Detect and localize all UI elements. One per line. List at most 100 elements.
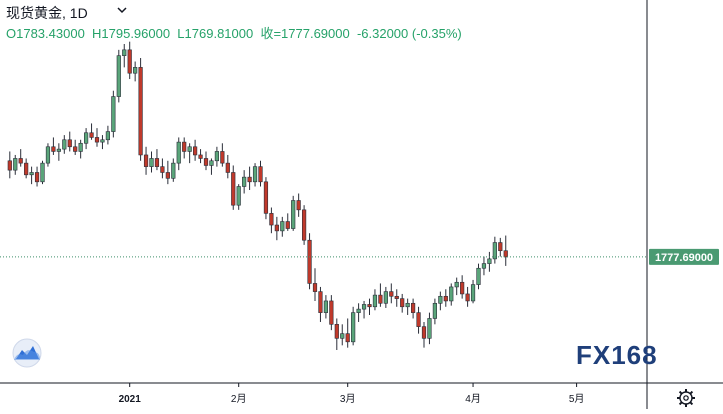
candle-body — [438, 295, 443, 304]
candle — [187, 143, 192, 164]
ohlc-readout: O1783.43000 H1795.96000 L1769.81000 收=17… — [6, 26, 462, 41]
candle-body — [214, 151, 220, 162]
candle-body — [498, 242, 503, 252]
candle-body — [165, 172, 170, 179]
candle-body — [105, 131, 110, 141]
candle-body — [269, 213, 274, 226]
candle — [394, 289, 399, 307]
candle-body — [280, 221, 285, 232]
candle-body — [242, 176, 247, 187]
candle — [94, 128, 100, 147]
candle — [470, 279, 476, 304]
candle-body — [100, 139, 105, 143]
fx168-logo: FX168 — [576, 340, 658, 370]
candle — [133, 61, 138, 82]
candle-body — [73, 146, 78, 152]
candle-body — [470, 284, 476, 302]
svg-text:FX168: FX168 — [576, 340, 658, 370]
candle-body — [356, 308, 361, 313]
candle — [122, 44, 127, 68]
candle — [318, 286, 323, 322]
candle-body — [67, 139, 72, 148]
candle — [269, 207, 274, 234]
candle-body — [111, 96, 116, 132]
gear-icon[interactable] — [677, 389, 695, 407]
candle — [334, 318, 339, 350]
candle — [460, 275, 465, 299]
candle-body — [285, 221, 290, 229]
cloud-chart-icon[interactable] — [12, 338, 42, 368]
candle-body — [160, 166, 165, 173]
candle — [56, 143, 61, 161]
candle — [34, 166, 40, 187]
candle — [443, 289, 448, 307]
candle — [427, 312, 432, 345]
candle-body — [432, 302, 438, 319]
candle-body — [421, 326, 427, 339]
candle-body — [138, 67, 143, 156]
instrument-name: 现货黄金 — [6, 5, 62, 21]
candle — [296, 193, 301, 217]
candle-body — [198, 154, 203, 159]
candle — [476, 263, 481, 290]
candle — [454, 277, 459, 296]
candle-body — [351, 312, 356, 343]
candle — [18, 149, 23, 167]
x-tick-label: 5月 — [569, 393, 585, 405]
candle — [13, 154, 18, 175]
candle-body — [149, 158, 154, 167]
candle — [7, 151, 12, 179]
candle-body — [476, 267, 481, 285]
candle — [242, 170, 247, 194]
candle — [143, 146, 149, 175]
candle-body — [443, 295, 448, 302]
candle — [274, 216, 279, 241]
candle — [182, 137, 187, 159]
candle — [67, 131, 72, 152]
candle — [329, 295, 334, 331]
candle — [351, 306, 356, 346]
instrument-title[interactable]: 现货黄金, 1D — [6, 5, 88, 21]
candle — [220, 143, 225, 167]
candle — [263, 177, 269, 220]
candle-body — [361, 304, 367, 310]
candle-body — [176, 141, 181, 164]
candle-body — [410, 302, 416, 313]
candle-body — [503, 250, 508, 258]
candle — [193, 139, 198, 161]
candle-body — [13, 158, 18, 171]
candle — [410, 298, 416, 319]
candle — [45, 143, 51, 167]
candle — [225, 154, 230, 179]
candle — [209, 158, 214, 175]
candle-body — [312, 283, 318, 292]
candle-body — [193, 146, 198, 156]
candle — [214, 146, 220, 167]
candle — [432, 298, 438, 325]
candle-body — [274, 224, 279, 232]
candle-body — [236, 186, 241, 206]
candle-body — [389, 291, 394, 297]
candle — [465, 286, 470, 307]
candle — [198, 149, 203, 164]
candle-body — [258, 166, 263, 183]
candle — [73, 139, 78, 155]
candle — [24, 158, 29, 179]
x-tick-label: 2月 — [231, 393, 247, 405]
candle — [449, 283, 454, 306]
candle-body — [34, 172, 40, 183]
candle — [100, 135, 105, 150]
interval-dropdown-icon[interactable] — [117, 7, 127, 14]
candle-body — [133, 67, 138, 74]
candle-body — [378, 294, 383, 304]
candle-body — [367, 304, 372, 308]
candle-body — [182, 141, 187, 152]
candle-body — [7, 160, 12, 171]
candle-body — [252, 166, 258, 183]
candle — [231, 165, 236, 210]
candle-body — [372, 294, 378, 308]
candle-body — [323, 300, 329, 313]
candle — [291, 195, 296, 231]
candle — [149, 151, 154, 173]
candle — [51, 137, 56, 155]
